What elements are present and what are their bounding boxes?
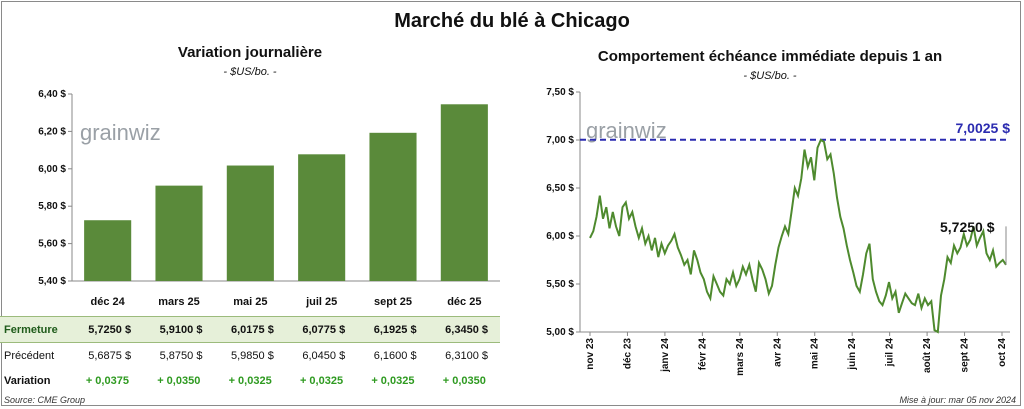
price-table: Fermeture 5,7250 $ 5,9100 $ 6,0175 $ 6,0… [0,316,500,393]
bar-chart: 5,40 $ 5,60 $ 5,80 $ 6,00 $ 6,20 $ 6,40 $ déc … [38,89,500,308]
x-tick-label: juil 25 [305,296,337,308]
x-tick-label: mai 24 [810,338,821,370]
x-tick-label: oct 24 [997,338,1008,367]
table-cell: 6,1925 $ [373,323,417,336]
table-cell: 6,3450 $ [445,323,488,336]
y-tick-label: 6,00 $ [546,231,574,242]
row-label: Fermeture [4,323,58,336]
y-tick-label: 6,40 $ [38,89,66,100]
y-tick-label: 5,00 $ [546,327,574,338]
y-tick-label: 6,00 $ [38,164,66,175]
x-tick-label: janv 24 [660,338,671,373]
left-chart-title: Variation journalière [177,44,323,61]
x-tick-label: déc 24 [91,296,126,308]
table-cell: + 0,0325 [299,374,344,387]
table-cell: + 0,0350 [157,374,201,387]
grainwiz-watermark-left: grainwiz [80,120,161,145]
table-cell: 5,7250 $ [88,323,132,336]
table-cell: 6,0175 $ [231,323,274,336]
x-tick-label: nov 23 [585,338,596,370]
x-tick-label: déc 25 [447,296,481,308]
x-tick-label: juil 24 [885,338,896,368]
y-tick-label: 6,20 $ [38,126,66,137]
table-cell: 5,9100 $ [159,323,203,336]
table-cell: + 0,0325 [371,374,415,387]
y-tick-label: 5,40 $ [38,276,66,287]
x-tick-label: mai 25 [233,296,267,308]
row-label: Variation [4,374,51,387]
x-tick-label: déc 23 [622,338,633,370]
x-tick-label: mars 25 [158,296,200,308]
x-tick-label: juin 24 [847,338,858,371]
table-row-close: Fermeture 5,7250 $ 5,9100 $ 6,0175 $ 6,0… [0,316,500,343]
row-label: Précédent [4,349,55,362]
table-cell: 6,1600 $ [373,349,417,362]
max-value-label: 7,0025 $ [956,120,1011,136]
y-tick-label: 5,60 $ [38,239,66,250]
table-row-variation: Variation + 0,0375 + 0,0350 + 0,0325 + 0… [0,368,500,393]
table-cell: + 0,0325 [228,374,272,387]
bar [155,185,203,281]
x-tick-label: févr 24 [697,338,708,371]
last-value-label: 5,7250 $ [940,219,995,235]
line-chart: 5,00 $ 5,50 $ 6,00 $ 6,50 $ 7,00 $ 7,50 $ nov … [546,87,1010,376]
bar [298,154,346,281]
bar [226,165,274,281]
table-cell: 5,6875 $ [88,349,132,362]
x-tick-label: avr 24 [772,338,783,367]
bar [84,220,132,281]
table-cell: 5,8750 $ [159,349,203,362]
right-chart-unit: - $US/bo. - [743,70,797,82]
left-chart-unit: - $US/bo. - [223,66,277,78]
bar [440,104,488,281]
update-note: Mise à jour: mar 05 nov 2024 [899,395,1016,405]
y-tick-label: 7,00 $ [546,135,574,146]
table-cell: 5,9850 $ [231,349,274,362]
table-cell: 6,0450 $ [302,349,346,362]
bar [369,132,417,281]
x-tick-label: sept 25 [374,296,412,308]
table-cell: + 0,0350 [442,374,486,387]
table-cell: + 0,0375 [85,374,129,387]
source-note: Source: CME Group [4,395,86,405]
y-tick-label: 5,50 $ [546,279,574,290]
y-tick-label: 7,50 $ [546,87,574,98]
y-tick-label: 5,80 $ [38,201,66,212]
table-row-previous: Précédent 5,6875 $ 5,8750 $ 5,9850 $ 6,0… [0,343,500,369]
x-tick-label: août 24 [922,338,933,373]
series-line [589,138,1007,334]
x-tick-label: mars 24 [735,338,746,376]
y-tick-label: 6,50 $ [546,183,574,194]
x-tick-label: sept 24 [960,338,971,373]
table-cell: 6,0775 $ [302,323,346,336]
main-title: Marché du blé à Chicago [394,10,630,32]
table-cell: 6,3100 $ [445,349,488,362]
right-chart-title: Comportement échéance immédiate depuis 1… [597,48,943,65]
